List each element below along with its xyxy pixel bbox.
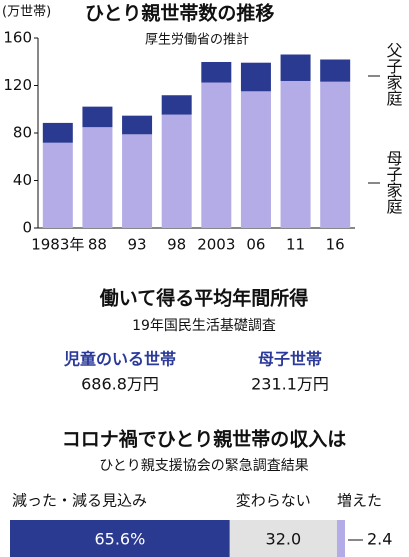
bar-segment — [161, 114, 192, 228]
bar-segment — [82, 127, 113, 228]
income-subtitle: 19年国民生活基礎調査 — [132, 317, 276, 334]
income-label: 母子世帯 — [258, 350, 322, 369]
bar-segment — [320, 81, 351, 228]
x-tick-label: 16 — [326, 236, 345, 254]
bar-segment — [229, 520, 337, 557]
x-tick-label: 93 — [128, 236, 147, 254]
y-axis-label: (万世帯) — [2, 5, 51, 20]
bar-segment — [122, 134, 153, 228]
bar-segment — [42, 142, 73, 228]
value-label: 32.0 — [266, 530, 302, 549]
survey-subtitle: ひとり親支援協会の緊急調査結果 — [99, 458, 309, 474]
bar-segment — [280, 80, 311, 228]
value-label: 2.4 — [367, 530, 392, 549]
y-tick-label: 0 — [22, 219, 32, 237]
chart-title: ひとり親世帯数の推移 — [85, 2, 274, 25]
bar-segment — [280, 54, 311, 81]
income-label: 児童のいる世帯 — [63, 350, 176, 369]
income-value: 686.8万円 — [81, 375, 159, 394]
x-tick-label: 11 — [286, 236, 305, 254]
y-tick-label: 80 — [13, 124, 32, 142]
value-label: 65.6% — [94, 530, 145, 549]
x-tick-label: 2003 — [197, 236, 235, 254]
legend-label: 父子家庭 — [384, 42, 403, 106]
bar-segment — [320, 59, 351, 82]
bar-segment — [10, 520, 230, 557]
bar-segment — [42, 122, 73, 143]
bar-segment — [240, 62, 271, 92]
x-tick-label: 88 — [88, 236, 107, 254]
chart-subtitle: 厚生労働省の推計 — [145, 32, 249, 48]
bar-segment — [201, 82, 232, 228]
y-tick-label: 160 — [3, 29, 32, 47]
bar-segment — [122, 115, 153, 135]
bar-segment — [161, 95, 192, 115]
x-tick-label: 1983年 — [31, 236, 84, 254]
legend-label: 母子家庭 — [384, 150, 403, 214]
bar-segment — [240, 91, 271, 228]
x-tick-label: 98 — [167, 236, 186, 254]
income-title: 働いて得る平均年間所得 — [99, 287, 308, 310]
bar-segment — [336, 520, 345, 557]
x-tick-label: 06 — [246, 236, 265, 254]
y-tick-label: 40 — [13, 171, 32, 189]
y-tick-label: 120 — [3, 76, 32, 94]
legend-label: 減った・減る見込み — [12, 492, 147, 510]
bar-segment — [201, 61, 232, 83]
legend-label: 変わらない — [236, 492, 311, 510]
bar-segment — [82, 106, 113, 128]
survey-title: コロナ禍でひとり親世帯の収入は — [62, 428, 346, 451]
legend-label: 増えた — [337, 492, 382, 510]
income-value: 231.1万円 — [251, 375, 329, 394]
